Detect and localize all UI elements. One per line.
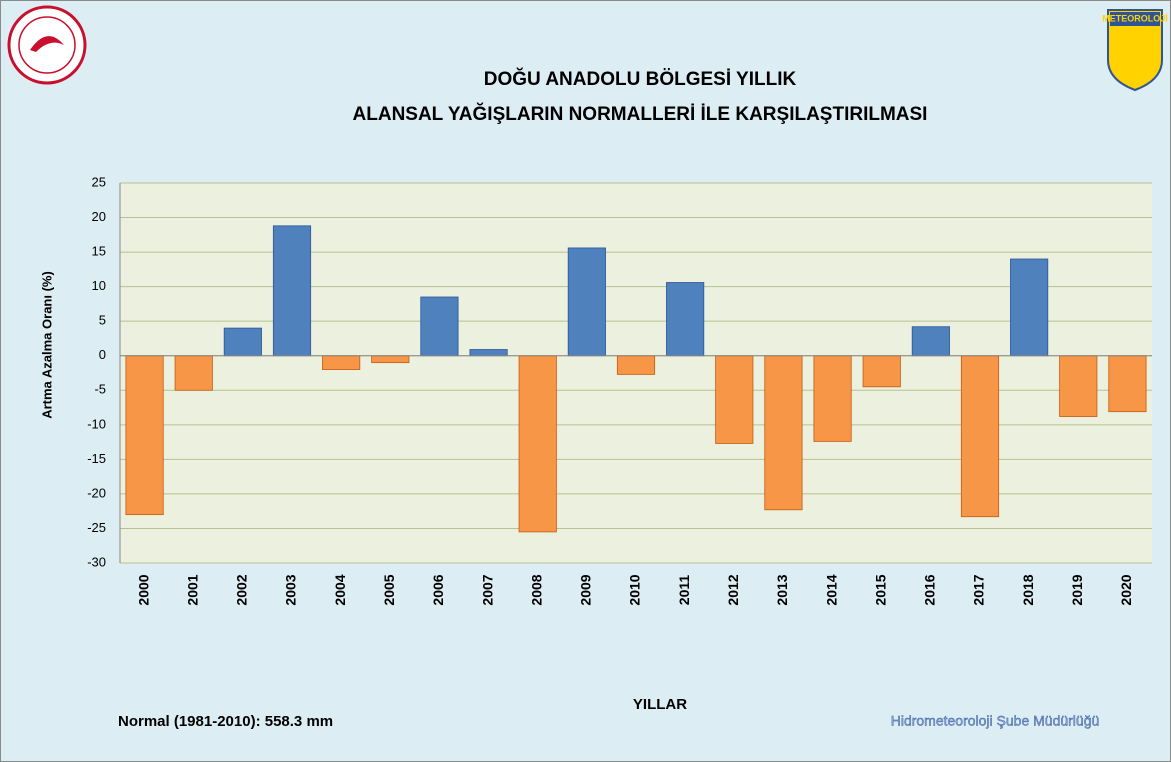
- bar: [567, 247, 606, 357]
- x-tick-label: 2007: [479, 574, 495, 605]
- bar: [518, 355, 557, 533]
- bar: [420, 296, 459, 357]
- bar: [371, 355, 410, 364]
- x-tick-label: 2006: [430, 574, 446, 605]
- bar: [911, 326, 950, 357]
- bar: [960, 355, 1000, 518]
- bar: [616, 355, 656, 375]
- bar: [666, 282, 705, 357]
- bar: [1108, 355, 1147, 413]
- chart-title: DOĞU ANADOLU BÖLGESİ YILLIK: [484, 68, 797, 90]
- bar: [1010, 258, 1049, 357]
- bar: [715, 355, 754, 444]
- y-tick-label: 20: [92, 209, 106, 224]
- x-tick-label: 2010: [627, 574, 643, 605]
- y-tick-label: -15: [87, 451, 106, 466]
- y-tick-label: -10: [87, 416, 106, 431]
- right-logo: METEOROLOJİ: [1102, 9, 1168, 92]
- note: Normal (1981-2010): 558.3 mm: [118, 713, 333, 730]
- x-tick-label: 2008: [528, 574, 544, 605]
- y-tick-label: 10: [92, 278, 106, 293]
- x-tick-label: 2016: [922, 574, 938, 605]
- x-tick-label: 2014: [823, 574, 839, 605]
- y-tick-label: -30: [87, 554, 106, 569]
- bar: [469, 349, 508, 357]
- x-tick-label: 2000: [135, 574, 151, 605]
- logo-text: METEOROLOJİ: [1102, 13, 1168, 23]
- x-tick-label: 2015: [872, 574, 888, 605]
- x-tick-label: 2012: [725, 574, 741, 605]
- x-axis-label: YILLAR: [633, 696, 687, 713]
- x-tick-label: 2018: [1020, 574, 1036, 605]
- chart-title: ALANSAL YAĞIŞLARIN NORMALLERİ İLE KARŞIL…: [353, 103, 928, 125]
- x-tick-label: 2005: [381, 574, 397, 605]
- x-tick-label: 2003: [283, 574, 299, 605]
- bar: [223, 327, 262, 357]
- bar: [322, 355, 361, 370]
- x-tick-label: 2004: [332, 574, 348, 605]
- bar: [174, 355, 213, 391]
- bar: [813, 355, 852, 442]
- bar: [125, 355, 164, 516]
- x-tick-label: 2013: [774, 574, 790, 605]
- bar: [272, 225, 312, 357]
- x-tick-label: 2001: [184, 574, 200, 605]
- x-tick-label: 2017: [971, 574, 987, 605]
- bar: [1059, 355, 1098, 417]
- y-tick-label: -25: [87, 520, 106, 535]
- y-tick-label: 0: [99, 347, 106, 362]
- bar: [764, 355, 803, 511]
- y-tick-label: 5: [99, 313, 106, 328]
- y-tick-label: -5: [94, 382, 106, 397]
- y-axis-label: Artma Azalma Oranı (%): [39, 271, 54, 419]
- x-tick-label: 2009: [578, 574, 594, 605]
- bar: [862, 355, 901, 388]
- x-tick-label: 2011: [676, 575, 692, 606]
- x-tick-label: 2002: [234, 574, 250, 605]
- x-tick-label: 2019: [1069, 574, 1085, 605]
- y-tick-label: 25: [92, 174, 106, 189]
- left-logo: [7, 5, 87, 85]
- y-tick-label: -20: [87, 485, 106, 500]
- credit: Hidrometeoroloji Şube Müdürlüğü: [891, 713, 1100, 729]
- y-tick-label: 15: [92, 244, 106, 259]
- x-tick-label: 2020: [1118, 574, 1134, 605]
